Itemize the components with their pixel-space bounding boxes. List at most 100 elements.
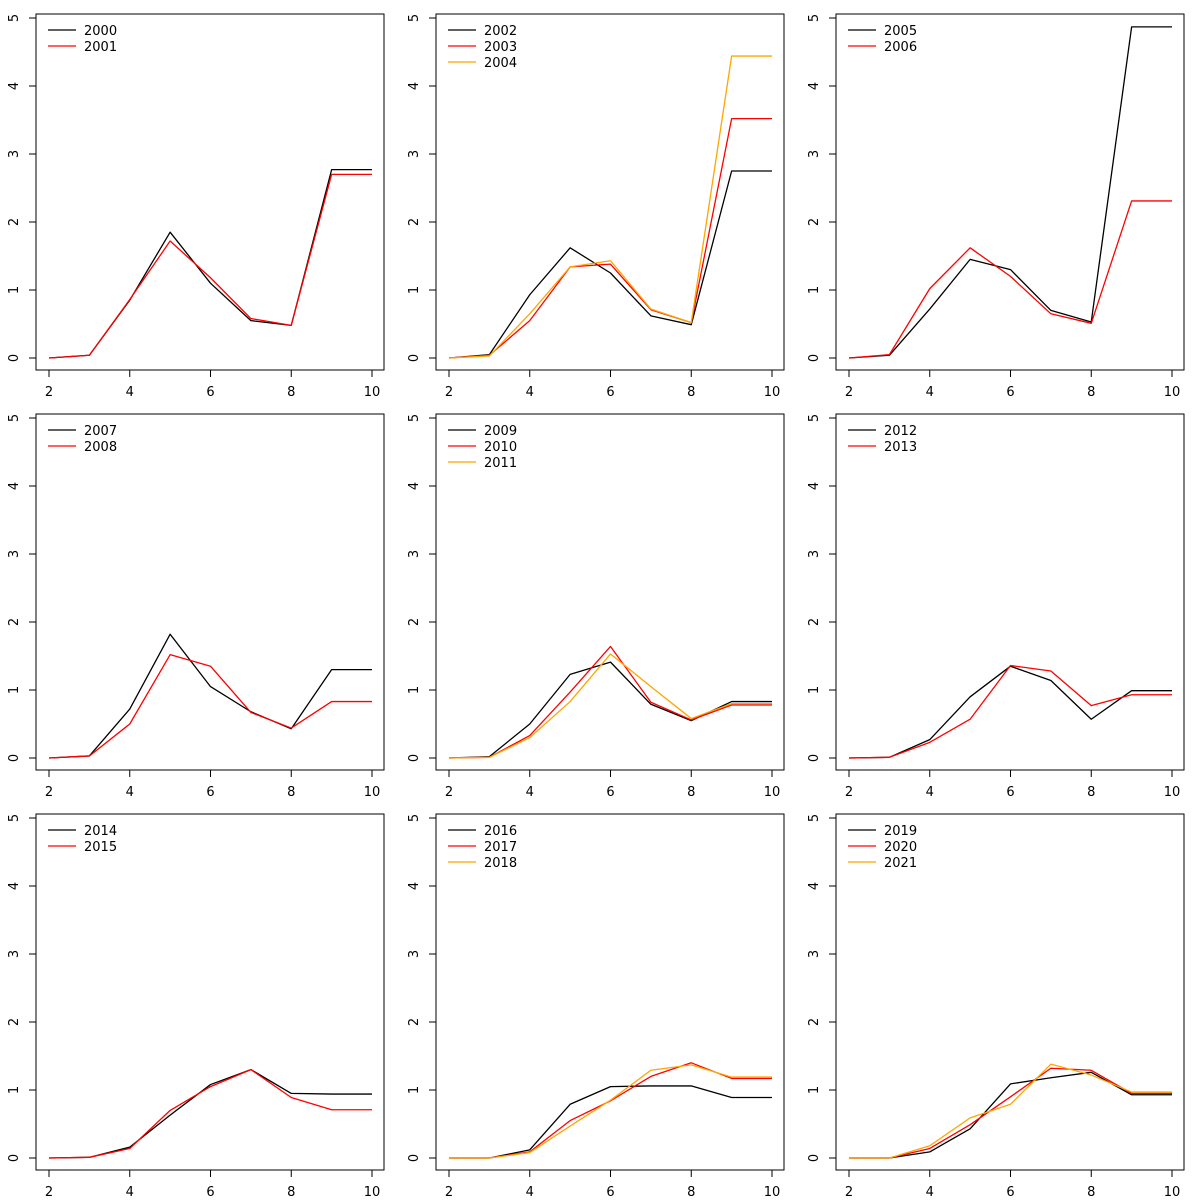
y-tick-label: 1 [807,286,822,294]
y-tick-label: 2 [7,218,22,226]
legend-label-2014: 2014 [84,824,117,839]
y-tick-label: 3 [7,550,22,558]
x-tick-label: 8 [1087,785,1095,800]
x-tick-label: 8 [1087,1185,1095,1200]
y-tick-label: 4 [7,82,22,90]
y-tick-label: 2 [807,618,822,626]
y-tick-label: 5 [807,814,822,822]
y-tick-label: 2 [7,1018,22,1026]
y-tick-label: 1 [7,286,22,294]
x-tick-label: 8 [687,385,695,400]
y-tick-label: 4 [407,482,422,490]
y-tick-label: 2 [807,1018,822,1026]
legend-label-2020: 2020 [884,840,917,855]
y-tick-label: 3 [7,150,22,158]
series-line-2004 [448,55,772,359]
y-tick-label: 0 [407,754,422,762]
y-tick-label: 0 [7,1154,22,1162]
legend-label-2010: 2010 [484,440,517,455]
plot-frame [835,13,1185,371]
y-tick-label: 2 [407,1018,422,1026]
y-tick-label: 1 [807,1086,822,1094]
x-tick-label: 6 [1006,385,1014,400]
y-tick-label: 5 [407,414,422,422]
legend-label-2005: 2005 [884,24,917,39]
legend-label-2016: 2016 [484,824,517,839]
x-tick-label: 2 [445,785,453,800]
x-tick-label: 2 [845,785,853,800]
y-tick-label: 5 [407,14,422,22]
y-tick-label: 0 [807,354,822,362]
x-tick-label: 8 [287,785,295,800]
y-tick-label: 2 [7,618,22,626]
y-tick-label: 0 [7,754,22,762]
y-tick-label: 2 [407,618,422,626]
y-tick-label: 1 [807,686,822,694]
legend-label-2001: 2001 [84,40,117,55]
y-tick-label: 1 [407,686,422,694]
y-tick-label: 4 [807,482,822,490]
series-line-2006 [848,200,1172,359]
x-tick-label: 6 [206,785,214,800]
series-line-2019 [849,1071,1172,1159]
legend-label-2004: 2004 [484,56,517,71]
series-line-2001 [48,173,372,359]
x-tick-label: 6 [206,1185,214,1200]
x-tick-label: 2 [445,385,453,400]
plot-frame [35,13,385,371]
x-tick-label: 6 [606,785,614,800]
x-tick-label: 10 [364,785,381,800]
series-line-2007 [48,633,372,759]
y-tick-label: 0 [407,354,422,362]
y-tick-label: 3 [407,150,422,158]
y-tick-label: 5 [7,814,22,822]
y-tick-label: 4 [407,882,422,890]
x-tick-label: 10 [364,1185,381,1200]
y-tick-label: 1 [7,1086,22,1094]
series-line-2013 [848,664,1172,759]
series-line-2011 [448,653,772,759]
x-tick-label: 6 [606,1185,614,1200]
x-tick-label: 10 [764,385,781,400]
legend-label-2007: 2007 [84,424,117,439]
series-line-2000 [48,168,372,359]
x-tick-label: 8 [687,1185,695,1200]
y-tick-label: 1 [7,686,22,694]
x-tick-label: 4 [926,385,934,400]
legend-label-2003: 2003 [484,40,517,55]
plot-frame [35,813,385,1171]
x-tick-label: 6 [1006,1185,1014,1200]
y-tick-label: 5 [807,14,822,22]
y-tick-label: 2 [807,218,822,226]
y-tick-label: 0 [7,354,22,362]
series-line-2012 [848,665,1172,759]
y-tick-label: 0 [407,1154,422,1162]
x-tick-label: 6 [606,385,614,400]
y-tick-label: 5 [407,814,422,822]
y-tick-label: 3 [407,550,422,558]
x-tick-label: 2 [445,1185,453,1200]
legend-label-2008: 2008 [84,440,117,455]
y-tick-label: 1 [407,286,422,294]
y-tick-label: 4 [807,882,822,890]
series-line-2003 [448,117,772,359]
y-tick-label: 5 [7,14,22,22]
series-line-2020 [849,1067,1172,1159]
y-tick-label: 4 [7,482,22,490]
x-tick-label: 10 [1164,385,1181,400]
x-tick-label: 2 [845,1185,853,1200]
legend-label-2018: 2018 [484,856,517,871]
series-line-2017 [449,1062,772,1159]
series-line-2002 [448,170,772,359]
y-tick-label: 0 [807,754,822,762]
x-tick-label: 4 [126,385,134,400]
x-tick-label: 10 [1164,785,1181,800]
series-line-2008 [48,653,372,759]
x-tick-label: 10 [764,785,781,800]
